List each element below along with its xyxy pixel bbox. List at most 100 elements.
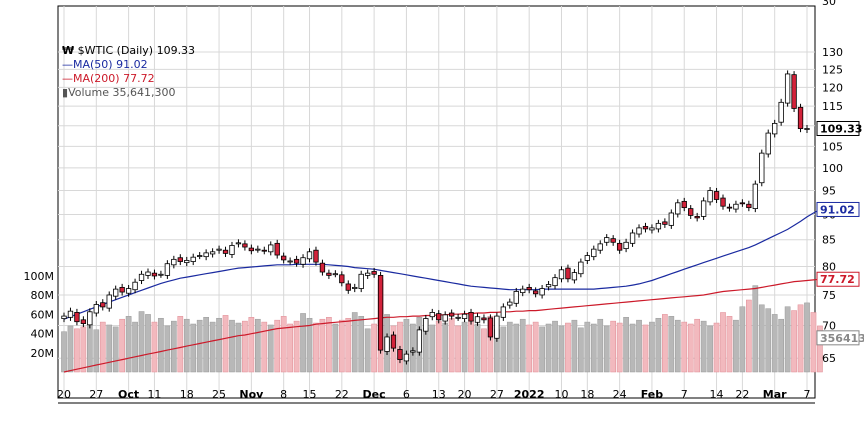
volume-bar xyxy=(106,324,113,373)
ma200-line xyxy=(63,278,820,373)
candle-body xyxy=(642,225,649,230)
volume-bar xyxy=(132,321,138,373)
last-volume-box xyxy=(816,330,860,346)
volume-bar xyxy=(313,322,319,373)
candle-body xyxy=(100,302,106,308)
volume-bar xyxy=(610,320,617,373)
axes: 1301251201151101051009590858075706530202… xyxy=(24,0,864,401)
candlesticks xyxy=(61,70,810,365)
volume-bar xyxy=(739,306,746,373)
legend-ma200-text: MA(200) 77.72 xyxy=(73,72,155,85)
volume-bar xyxy=(435,320,442,373)
candle-body xyxy=(61,315,67,319)
candle-body xyxy=(306,251,313,260)
volume-bar xyxy=(158,317,164,373)
time-tick-label: 20 xyxy=(57,388,71,401)
legend-symbol: ₩ $WTIC (Daily) 109.33 xyxy=(62,44,195,57)
volume-bar xyxy=(506,321,513,373)
candle-body xyxy=(474,316,481,323)
candle-body xyxy=(623,241,629,250)
candle-body xyxy=(274,242,280,256)
candle-body xyxy=(726,206,733,209)
volume-bar xyxy=(448,317,455,373)
candle-body xyxy=(313,249,319,263)
candle-body xyxy=(442,314,448,322)
candle-body xyxy=(500,306,507,318)
candle-body xyxy=(610,238,616,243)
candle-body xyxy=(403,353,410,362)
candle-body xyxy=(352,286,358,289)
volume-bar xyxy=(681,321,688,373)
volume-bar xyxy=(177,316,184,373)
volume-bar xyxy=(468,319,474,373)
volume-bar xyxy=(713,322,720,373)
candle-body xyxy=(119,286,125,293)
candle-body xyxy=(132,281,138,291)
line-icon: — xyxy=(62,58,73,71)
candle-body xyxy=(797,106,804,130)
candle-body xyxy=(345,283,351,291)
volume-bar xyxy=(629,323,636,373)
candle-body xyxy=(248,247,255,252)
candle-body xyxy=(448,312,455,317)
candle-body xyxy=(629,232,636,244)
price-tick-label: 105 xyxy=(822,140,843,153)
volume-bar xyxy=(539,326,545,373)
time-tick-label: Nov xyxy=(239,388,264,401)
candle-body xyxy=(390,334,397,349)
volume-bar xyxy=(403,318,410,373)
last-ma200-box xyxy=(816,271,860,287)
volume-bar xyxy=(429,324,436,373)
candle-body xyxy=(184,260,190,264)
volume-tick-label: 40M xyxy=(31,328,55,341)
volume-bar xyxy=(229,319,235,373)
volume-bar xyxy=(733,319,739,373)
price-tick-label: 65 xyxy=(822,352,836,365)
legend-volume: ▮Volume 35,641,300 xyxy=(62,86,175,99)
volume-tick-label: 80M xyxy=(31,289,55,302)
price-tick-label: 30 xyxy=(822,0,836,8)
volume-bar xyxy=(358,316,365,373)
volume-bar xyxy=(364,328,371,373)
volume-bar xyxy=(119,318,125,373)
candle-body xyxy=(197,255,203,257)
candle-body xyxy=(688,208,694,216)
candle-body xyxy=(293,258,300,264)
candle-body xyxy=(778,101,784,123)
volume-bar xyxy=(474,323,481,373)
candle-body xyxy=(377,274,384,351)
volume-bar xyxy=(752,285,759,373)
candle-body xyxy=(436,313,442,321)
volume-bar xyxy=(526,324,533,373)
volume-bar xyxy=(513,323,520,373)
volume-bar xyxy=(209,321,216,373)
candle-body xyxy=(229,245,235,255)
candle-body xyxy=(713,191,720,200)
candle-body xyxy=(513,291,519,304)
candle-body xyxy=(584,255,590,261)
candle-body xyxy=(565,267,571,280)
volume-bar xyxy=(532,321,539,373)
time-tick-label: Oct xyxy=(118,388,139,401)
volume-bar xyxy=(597,318,604,373)
candle-body xyxy=(339,274,345,284)
price-tick-label: 70 xyxy=(822,319,836,332)
time-tick-label: 27 xyxy=(89,388,103,401)
volume-bar xyxy=(558,325,565,373)
volume-bar xyxy=(791,310,797,373)
volume-bar xyxy=(67,325,74,373)
volume-bar xyxy=(351,312,358,373)
candle-body xyxy=(171,258,177,266)
candle-body xyxy=(616,242,623,251)
candle-body xyxy=(804,128,810,130)
volume-tick-label: 60M xyxy=(31,308,55,321)
last-ma200-label: 77.72 xyxy=(820,273,855,286)
candle-body xyxy=(242,243,248,248)
volume-bar xyxy=(545,323,552,373)
candle-body xyxy=(138,273,145,281)
last-volume-label: 356413 xyxy=(820,332,864,345)
volume-bar xyxy=(326,317,332,373)
candle-body xyxy=(164,263,171,276)
time-tick-label: Dec xyxy=(363,388,386,401)
candle-body xyxy=(87,311,93,326)
